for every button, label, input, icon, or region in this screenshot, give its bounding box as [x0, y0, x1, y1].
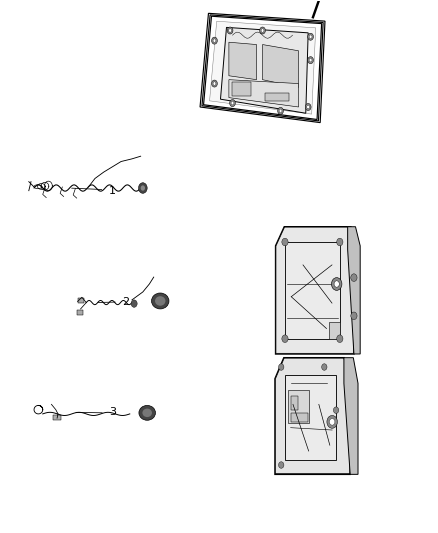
Circle shape — [282, 238, 288, 246]
Circle shape — [279, 109, 282, 112]
Circle shape — [212, 37, 217, 44]
Circle shape — [332, 278, 342, 290]
Circle shape — [279, 462, 284, 469]
Circle shape — [321, 364, 327, 370]
Bar — [78, 298, 84, 303]
Polygon shape — [262, 45, 299, 87]
Polygon shape — [209, 21, 316, 114]
Text: 3: 3 — [109, 407, 116, 417]
Circle shape — [333, 407, 339, 414]
Circle shape — [351, 312, 357, 320]
Polygon shape — [348, 227, 360, 354]
Circle shape — [213, 82, 216, 85]
Circle shape — [337, 238, 343, 246]
Circle shape — [307, 106, 310, 109]
Bar — [287, 390, 309, 423]
Bar — [265, 93, 289, 101]
Circle shape — [305, 103, 311, 110]
Circle shape — [282, 335, 288, 343]
Circle shape — [307, 33, 314, 41]
Circle shape — [307, 56, 314, 63]
Polygon shape — [229, 79, 299, 107]
Polygon shape — [344, 358, 358, 474]
Circle shape — [138, 183, 147, 193]
Circle shape — [227, 27, 233, 34]
Polygon shape — [276, 227, 353, 353]
Circle shape — [279, 364, 284, 370]
Polygon shape — [276, 358, 350, 474]
Ellipse shape — [139, 406, 155, 420]
Ellipse shape — [152, 293, 169, 309]
Circle shape — [327, 415, 337, 429]
Bar — [53, 415, 60, 420]
Bar — [233, 82, 251, 96]
Polygon shape — [285, 375, 336, 461]
Bar — [291, 413, 308, 422]
Circle shape — [260, 27, 265, 34]
Circle shape — [309, 35, 312, 38]
Polygon shape — [285, 242, 340, 338]
Bar — [77, 310, 83, 316]
Polygon shape — [220, 27, 308, 113]
Circle shape — [334, 281, 339, 287]
Circle shape — [337, 335, 343, 343]
Circle shape — [230, 100, 235, 107]
Circle shape — [261, 29, 264, 32]
Text: 1: 1 — [109, 185, 116, 196]
Circle shape — [329, 418, 335, 425]
Text: 2: 2 — [122, 297, 129, 307]
Circle shape — [309, 59, 312, 62]
Ellipse shape — [142, 409, 152, 417]
Circle shape — [141, 185, 145, 191]
Polygon shape — [229, 42, 257, 79]
Circle shape — [213, 39, 216, 42]
Circle shape — [231, 101, 234, 105]
Circle shape — [212, 80, 217, 87]
Circle shape — [278, 107, 283, 115]
Polygon shape — [329, 322, 340, 338]
Circle shape — [131, 300, 137, 308]
Circle shape — [229, 29, 232, 32]
Bar — [291, 396, 298, 410]
Ellipse shape — [155, 296, 166, 306]
Circle shape — [351, 274, 357, 281]
